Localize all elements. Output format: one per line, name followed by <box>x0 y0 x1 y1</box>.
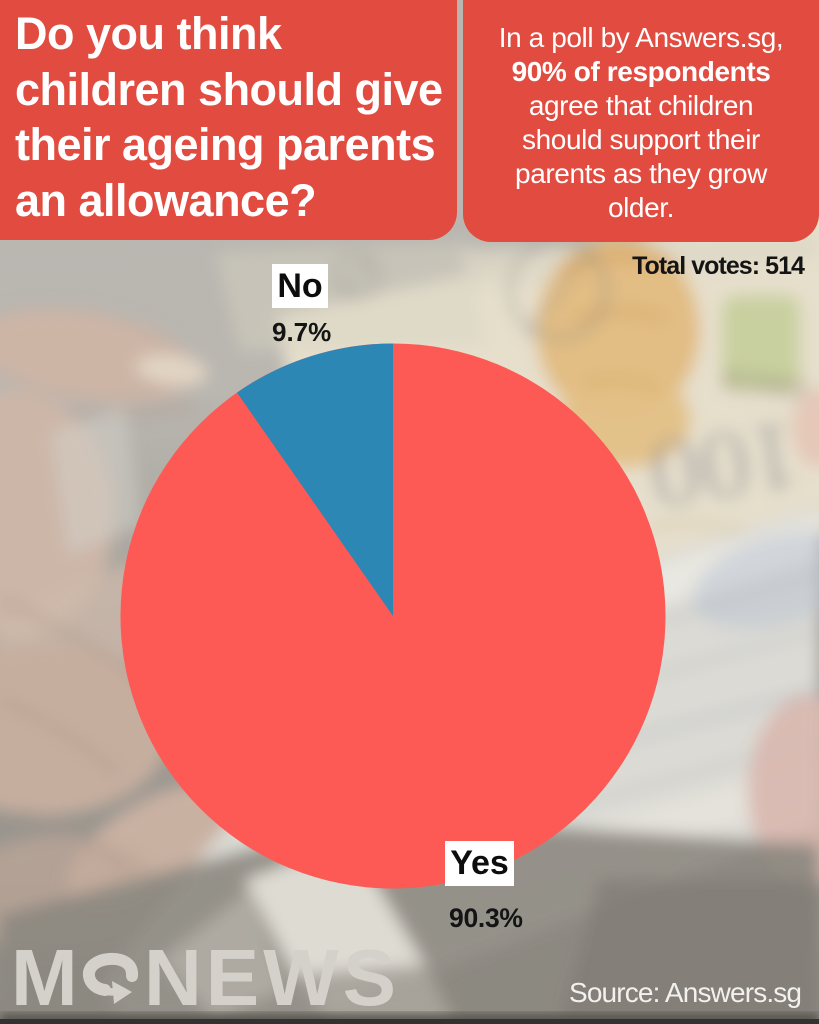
svg-text:NEWS: NEWS <box>144 933 400 1022</box>
svg-text:100: 100 <box>643 400 807 531</box>
svg-text:M: M <box>11 933 76 1022</box>
